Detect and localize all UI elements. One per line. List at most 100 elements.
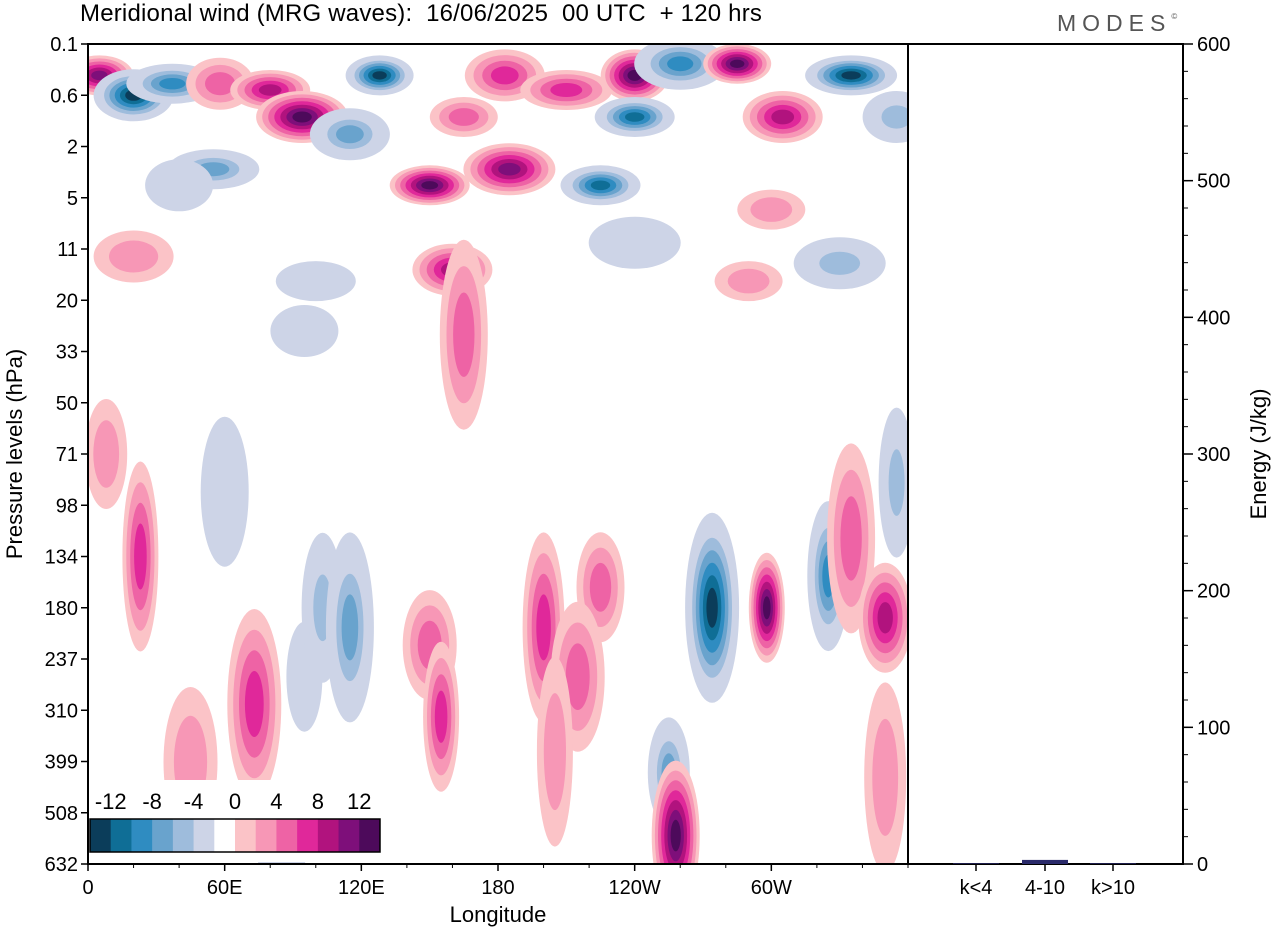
contour-level (872, 718, 899, 836)
colorbar-label: 8 (312, 789, 324, 814)
colorbar-label: -8 (142, 789, 162, 814)
y-tick-label: 508 (45, 803, 78, 825)
contour-level (888, 449, 905, 516)
y-tick-label: 5 (67, 188, 78, 210)
contour-blob (122, 461, 159, 652)
colorbar-swatch (276, 819, 298, 852)
contour-level (841, 71, 861, 80)
colorbar-swatch (359, 819, 381, 852)
contour-blob (864, 682, 907, 864)
contour-blob (464, 49, 545, 102)
contour-blob (714, 261, 783, 302)
energy-x-tick-label: k>10 (1091, 877, 1135, 899)
energy-bars (953, 859, 1136, 864)
colorbar-label: 12 (347, 789, 371, 814)
x-tick-label: 0 (82, 877, 93, 899)
heatmap-plot: -12 -8 -4 0 4 8 12 0 60E 120E 180 120W 60W 0.1 0.6 2 5… (2, 34, 909, 927)
x-tick-label: 120E (338, 877, 385, 899)
contour-level (292, 111, 312, 123)
colorbar-swatch (152, 819, 174, 852)
contour-level (667, 56, 694, 72)
colorbar-label: -4 (184, 789, 204, 814)
contour-level (448, 108, 479, 126)
contour-level (258, 84, 282, 96)
contour-blob (737, 189, 806, 230)
x-axis: 0 60E 120E 180 120W 60W (82, 864, 909, 899)
contour-level (158, 169, 201, 202)
contour-level (625, 112, 645, 122)
energy-y-tick-label: 100 (1197, 717, 1230, 739)
contour-blob (651, 760, 700, 864)
contour-level (606, 226, 663, 259)
contour-level (550, 83, 583, 97)
contour-level (589, 562, 612, 612)
colorbar-swatch (235, 819, 257, 852)
contour-level (750, 197, 793, 222)
colorbar-swatch (110, 819, 132, 852)
contour-level (244, 671, 264, 737)
colorbar-swatch (172, 819, 195, 852)
energy-bar (1022, 859, 1068, 864)
contour-blob (805, 55, 898, 96)
contour-blob (439, 239, 488, 430)
contour-level (670, 819, 681, 852)
colorbar-frame (89, 818, 381, 853)
contour-level (881, 105, 908, 129)
contour-blob (309, 108, 390, 161)
brand-logo: MODES© (1057, 10, 1177, 37)
y-tick-label: 237 (45, 649, 78, 671)
contour-blob (93, 230, 174, 283)
contour-blob (429, 97, 498, 137)
contour-level (565, 643, 590, 710)
contour-blob (827, 443, 876, 634)
contour-blob (536, 656, 573, 847)
contour-level (453, 292, 475, 377)
colorbar: -12 -8 -4 0 4 8 12 (86, 780, 386, 862)
contour-level (730, 59, 745, 68)
y-tick-label: 134 (45, 547, 78, 569)
x-tick-label: 60W (751, 877, 792, 899)
contour-level (205, 72, 236, 96)
y-tick-label: 0.6 (50, 85, 78, 107)
colorbar-swatch (317, 819, 340, 852)
contour-level (134, 523, 147, 590)
colorbar-swatch (338, 819, 360, 852)
energy-y-tick-label: 0 (1197, 854, 1208, 876)
chart-title: Meridional wind (MRG waves): 16/06/2025 … (80, 0, 763, 27)
contour-blob (325, 532, 374, 723)
energy-y-tick-label: 200 (1197, 581, 1230, 603)
contour-blob (703, 44, 772, 84)
energy-bar (953, 863, 999, 864)
y-tick-label: 310 (45, 700, 78, 722)
contour-level (877, 602, 893, 634)
y-tick-label: 33 (56, 342, 78, 364)
brand-text: MODES (1057, 10, 1172, 36)
contour-blob (227, 609, 282, 799)
colorbar-swatch (90, 819, 112, 852)
contour-blob (345, 55, 414, 96)
y-tick-label: 20 (56, 290, 78, 312)
colorbar-swatch (214, 819, 236, 852)
contour-blob (200, 416, 249, 567)
y-tick-label: 2 (67, 137, 78, 159)
contour-level (840, 496, 862, 581)
contour-blob (88, 399, 128, 509)
contour-level (421, 181, 439, 190)
colorbar-label: 4 (270, 789, 282, 814)
y-tick-label: 98 (56, 495, 78, 517)
y-tick-label: 71 (56, 444, 78, 466)
y-tick-label: 11 (57, 239, 78, 261)
contour-level (93, 420, 120, 488)
contour-blob (594, 97, 675, 137)
contour-level (209, 445, 240, 538)
contour-level (536, 594, 551, 661)
contour-level (490, 66, 519, 85)
energy-frame (907, 43, 1184, 865)
contour-blob (858, 562, 908, 673)
contour-blob (520, 70, 613, 110)
contour-level (543, 693, 567, 811)
y-tick-label: 180 (45, 598, 78, 620)
contour-blob (270, 305, 339, 357)
y-tick-label: 632 (45, 854, 78, 876)
